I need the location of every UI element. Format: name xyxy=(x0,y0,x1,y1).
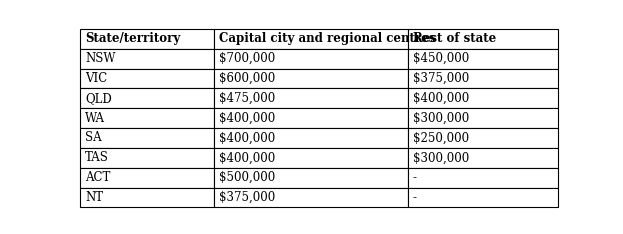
Bar xyxy=(214,128,407,148)
Bar xyxy=(80,29,214,49)
Text: $400,000: $400,000 xyxy=(219,112,275,125)
Bar xyxy=(80,128,214,148)
Text: -: - xyxy=(412,171,417,184)
Bar xyxy=(407,148,558,168)
Bar xyxy=(407,49,558,69)
Text: NSW: NSW xyxy=(85,52,116,65)
Text: SA: SA xyxy=(85,132,102,144)
Text: $300,000: $300,000 xyxy=(412,112,468,125)
Bar xyxy=(214,187,407,207)
Text: ACT: ACT xyxy=(85,171,110,184)
Text: -: - xyxy=(412,191,417,204)
Text: WA: WA xyxy=(85,112,105,125)
Bar xyxy=(80,148,214,168)
Text: $400,000: $400,000 xyxy=(412,92,468,105)
Text: QLD: QLD xyxy=(85,92,112,105)
Text: State/territory: State/territory xyxy=(85,32,181,45)
Bar xyxy=(214,148,407,168)
Text: VIC: VIC xyxy=(85,72,107,85)
Bar xyxy=(214,108,407,128)
Bar xyxy=(214,69,407,88)
Bar xyxy=(407,168,558,187)
Text: TAS: TAS xyxy=(85,151,109,164)
Bar xyxy=(80,168,214,187)
Text: $500,000: $500,000 xyxy=(219,171,275,184)
Bar xyxy=(80,108,214,128)
Bar xyxy=(80,69,214,88)
Bar xyxy=(214,88,407,108)
Bar xyxy=(407,128,558,148)
Bar xyxy=(407,187,558,207)
Bar xyxy=(407,88,558,108)
Text: $475,000: $475,000 xyxy=(219,92,275,105)
Text: $700,000: $700,000 xyxy=(219,52,275,65)
Text: NT: NT xyxy=(85,191,103,204)
Bar xyxy=(214,168,407,187)
Text: $300,000: $300,000 xyxy=(412,151,468,164)
Text: $450,000: $450,000 xyxy=(412,52,468,65)
Bar xyxy=(214,49,407,69)
Text: $250,000: $250,000 xyxy=(412,132,468,144)
Text: Rest of state: Rest of state xyxy=(412,32,496,45)
Bar xyxy=(214,29,407,49)
Bar xyxy=(80,49,214,69)
Text: $600,000: $600,000 xyxy=(219,72,275,85)
Bar xyxy=(407,108,558,128)
Text: $375,000: $375,000 xyxy=(412,72,468,85)
Bar xyxy=(80,88,214,108)
Text: Capital city and regional centres: Capital city and regional centres xyxy=(219,32,435,45)
Bar xyxy=(407,29,558,49)
Bar xyxy=(80,187,214,207)
Text: $400,000: $400,000 xyxy=(219,132,275,144)
Text: $400,000: $400,000 xyxy=(219,151,275,164)
Text: $375,000: $375,000 xyxy=(219,191,275,204)
Bar xyxy=(407,69,558,88)
